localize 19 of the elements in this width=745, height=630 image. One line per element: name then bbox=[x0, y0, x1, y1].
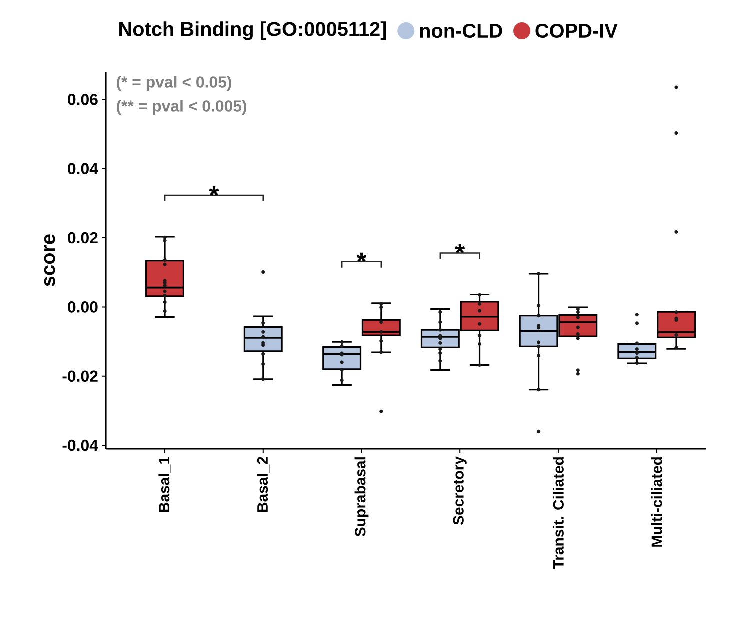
x-tick-label: Multi-ciliated bbox=[651, 458, 662, 547]
x-tick-label: Basal_2 bbox=[257, 457, 270, 512]
x-tick-label: Secretory bbox=[453, 456, 467, 526]
y-axis-title: score bbox=[44, 234, 56, 286]
x-tick-label: Suprabasal bbox=[354, 458, 369, 537]
y-tick-label: 0.02 bbox=[68, 232, 98, 244]
x-tick-label: Basal_1 bbox=[158, 456, 172, 512]
y-tick-label: -0.02 bbox=[62, 370, 98, 382]
annotation: (** = pval < 0.005) bbox=[116, 100, 247, 116]
legend-label: non-CLD bbox=[420, 24, 502, 38]
annotation: (* = pval < 0.05) bbox=[116, 76, 232, 92]
legend-label: COPD-IV bbox=[536, 24, 618, 38]
y-tick-label: 0.04 bbox=[68, 163, 98, 174]
x-tick-label: Transit. Ciliated bbox=[552, 458, 564, 570]
y-tick-label: 0.06 bbox=[68, 94, 98, 106]
y-tick-label: -0.04 bbox=[62, 440, 98, 452]
chart-title: Notch Binding [GO:0005112] bbox=[120, 22, 386, 40]
y-tick-label: 0.00 bbox=[68, 302, 98, 313]
annotation: * bbox=[455, 244, 466, 254]
